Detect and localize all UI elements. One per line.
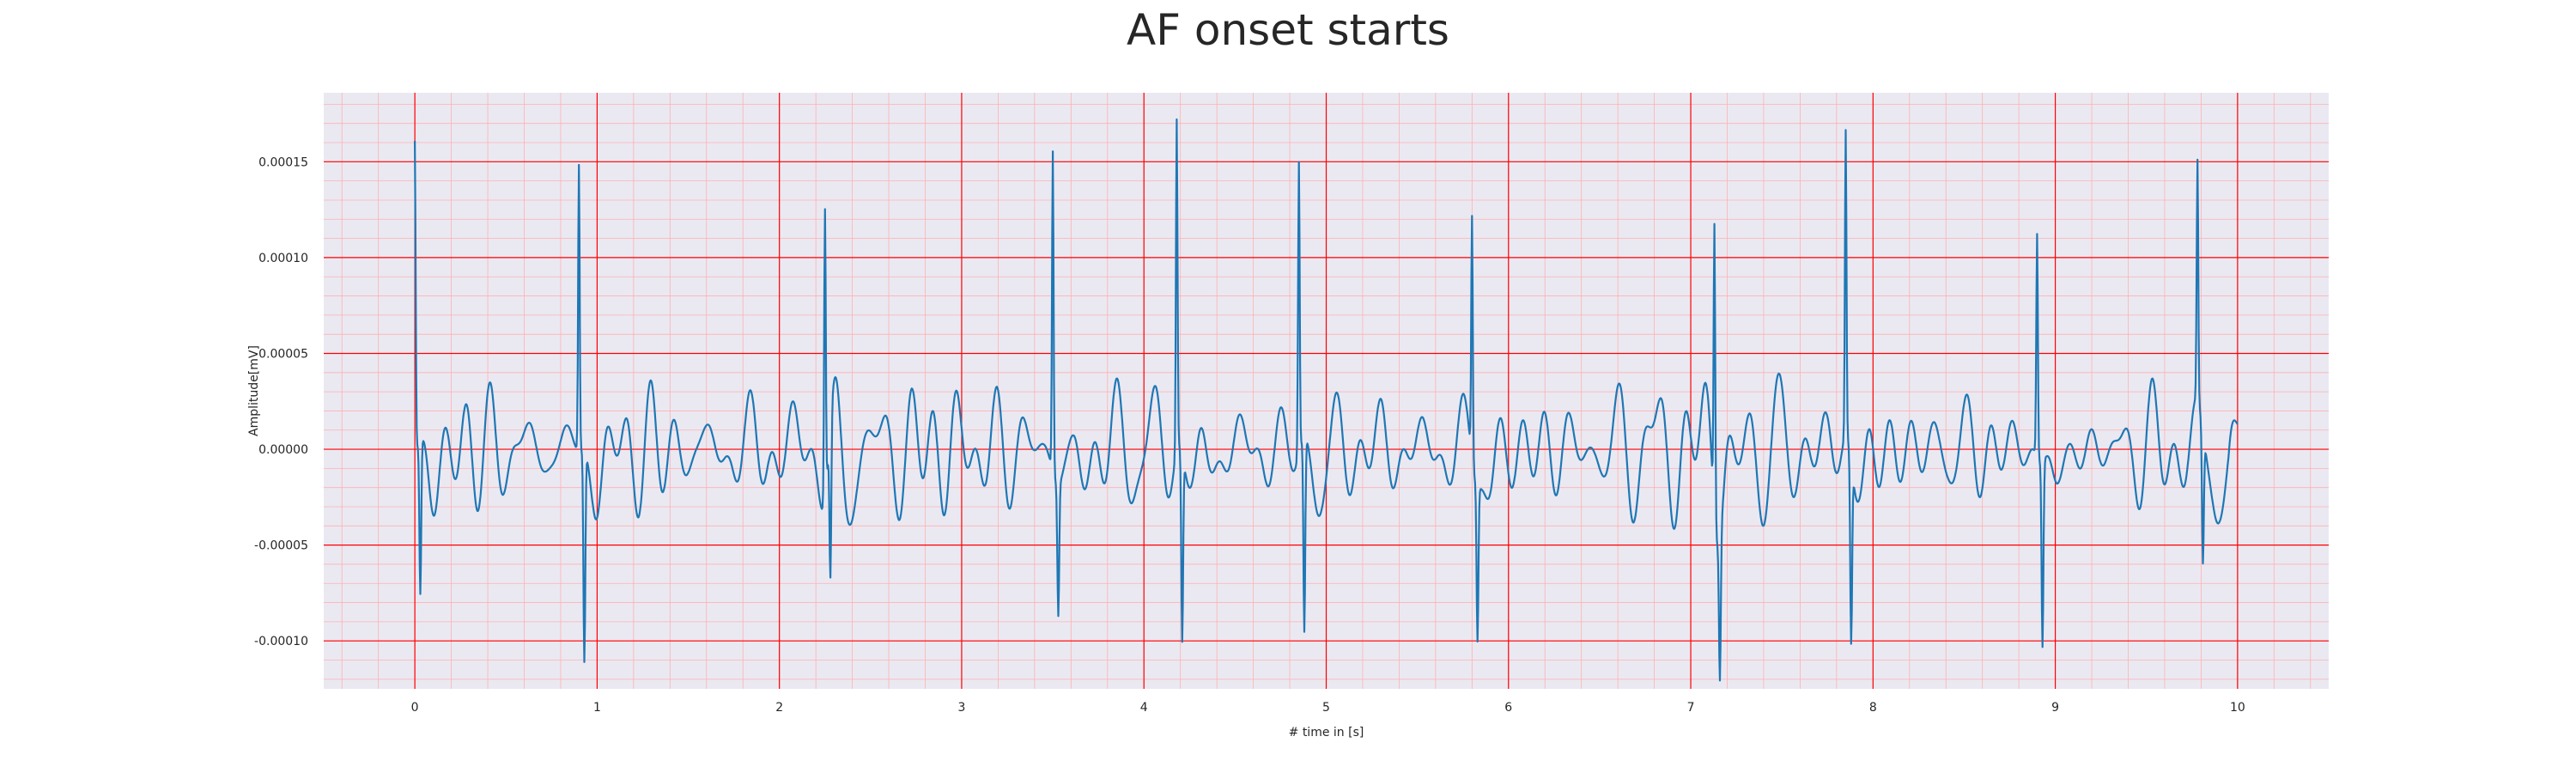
y-tick-label: 0.00010 — [258, 252, 308, 265]
x-tick-label: 1 — [593, 701, 601, 715]
y-axis-label: Amplitude[mV] — [247, 345, 261, 436]
x-tick-label: 7 — [1687, 701, 1695, 715]
y-tick-label: 0.00015 — [258, 155, 308, 169]
x-axis-label: # time in [s] — [1289, 726, 1364, 740]
chart-title: AF onset starts — [1127, 5, 1449, 55]
y-axis-ticks: -0.00010 -0.00005 0.00000 0.00005 0.00010 0.0… — [254, 155, 308, 648]
major-grid — [324, 93, 2329, 689]
x-tick-label: 2 — [775, 701, 783, 715]
x-tick-label: 6 — [1504, 701, 1512, 715]
y-tick-label: 0.00000 — [258, 443, 308, 457]
x-tick-label: 9 — [2051, 701, 2059, 715]
y-tick-label: 0.00005 — [258, 347, 308, 361]
x-tick-label: 3 — [957, 701, 965, 715]
x-tick-label: 4 — [1140, 701, 1148, 715]
x-tick-label: 10 — [2230, 701, 2245, 715]
x-tick-label: 8 — [1869, 701, 1877, 715]
series-line — [414, 118, 2239, 682]
x-tick-label: 0 — [411, 701, 419, 715]
y-tick-label: -0.00010 — [254, 635, 308, 648]
x-axis-ticks: 0 1 2 3 4 5 6 7 8 9 10 — [411, 701, 2245, 715]
x-tick-label: 5 — [1322, 701, 1330, 715]
y-tick-label: -0.00005 — [254, 539, 308, 553]
